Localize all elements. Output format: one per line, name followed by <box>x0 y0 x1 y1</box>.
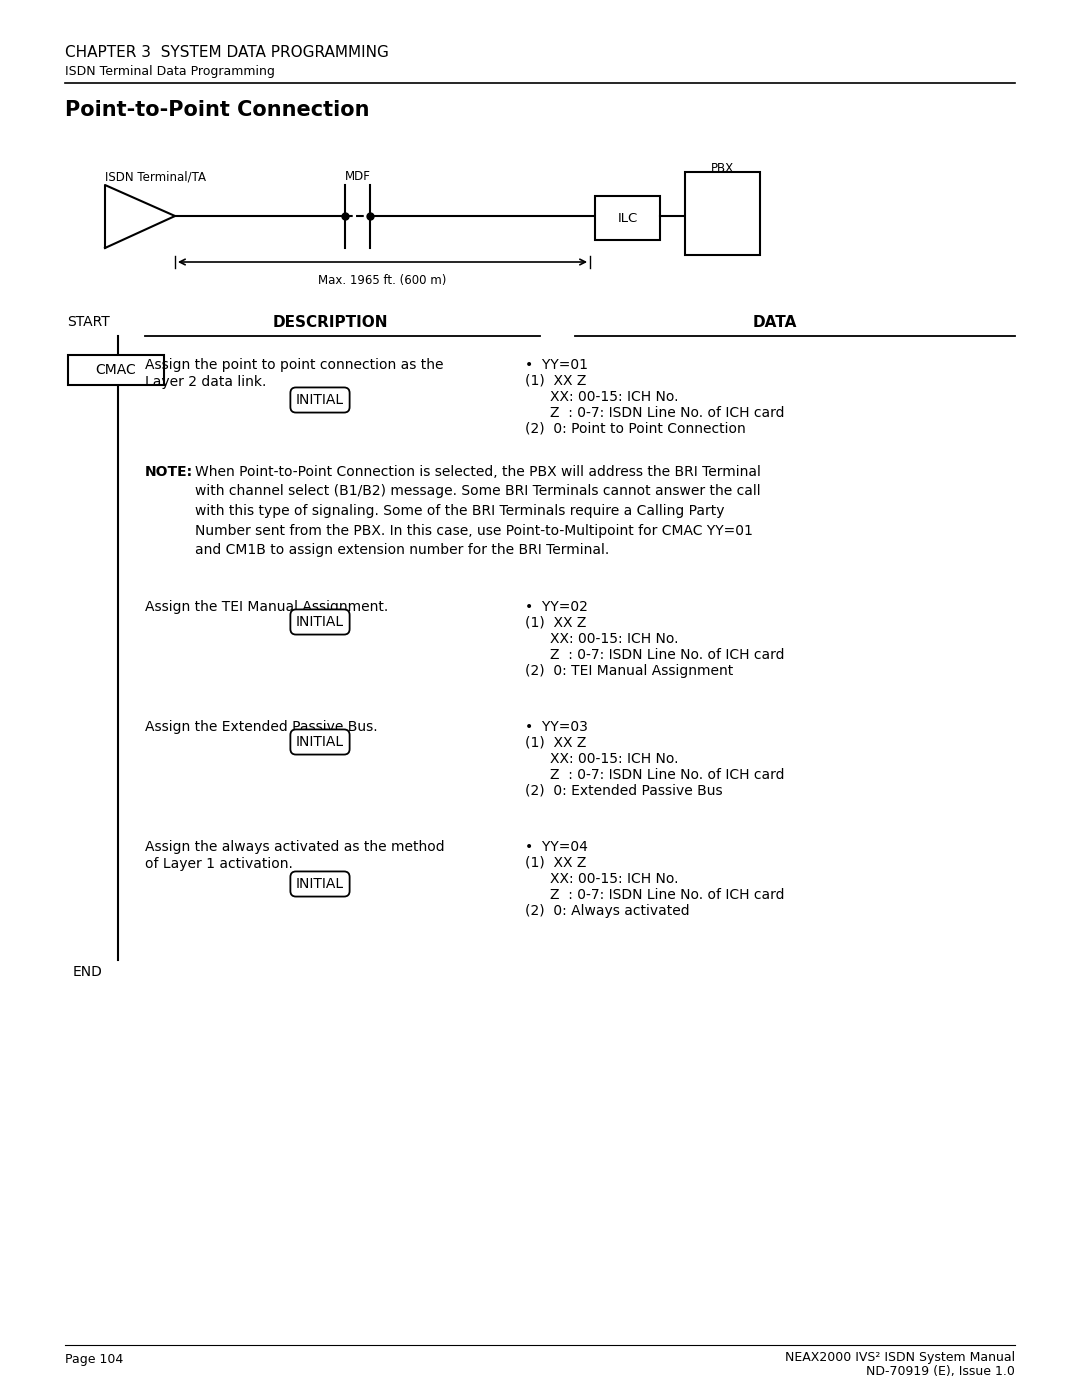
Text: Assign the Extended Passive Bus.: Assign the Extended Passive Bus. <box>145 719 378 733</box>
Text: MDF: MDF <box>345 170 370 183</box>
Text: Layer 2 data link.: Layer 2 data link. <box>145 374 267 388</box>
Text: INITIAL: INITIAL <box>296 393 345 407</box>
Text: START: START <box>67 314 109 330</box>
Text: ISDN Terminal/TA: ISDN Terminal/TA <box>105 170 206 183</box>
Text: (1)  XX Z: (1) XX Z <box>525 374 586 388</box>
Text: DESCRIPTION: DESCRIPTION <box>272 314 388 330</box>
Text: CHAPTER 3  SYSTEM DATA PROGRAMMING: CHAPTER 3 SYSTEM DATA PROGRAMMING <box>65 45 389 60</box>
Text: of Layer 1 activation.: of Layer 1 activation. <box>145 856 293 870</box>
Text: DATA: DATA <box>753 314 797 330</box>
Text: Assign the TEI Manual Assignment.: Assign the TEI Manual Assignment. <box>145 599 388 615</box>
Bar <box>595 196 660 240</box>
Text: Page 104: Page 104 <box>65 1354 123 1366</box>
Text: INITIAL: INITIAL <box>296 393 345 407</box>
Text: INITIAL: INITIAL <box>296 735 345 749</box>
Text: XX: 00-15: ICH No.: XX: 00-15: ICH No. <box>550 872 678 886</box>
Text: (1)  XX Z: (1) XX Z <box>525 616 586 630</box>
Text: ILC: ILC <box>618 211 637 225</box>
Polygon shape <box>105 184 175 249</box>
Text: (1)  XX Z: (1) XX Z <box>525 736 586 750</box>
Text: (2)  0: TEI Manual Assignment: (2) 0: TEI Manual Assignment <box>525 664 733 678</box>
Text: XX: 00-15: ICH No.: XX: 00-15: ICH No. <box>550 752 678 766</box>
Text: •  YY=02: • YY=02 <box>525 599 588 615</box>
Text: •  YY=04: • YY=04 <box>525 840 588 854</box>
Text: When Point-to-Point Connection is selected, the PBX will address the BRI Termina: When Point-to-Point Connection is select… <box>195 465 761 557</box>
Text: •  YY=01: • YY=01 <box>525 358 588 372</box>
Text: NEAX2000 IVS² ISDN System Manual: NEAX2000 IVS² ISDN System Manual <box>785 1351 1015 1363</box>
Text: Max. 1965 ft. (600 m): Max. 1965 ft. (600 m) <box>319 274 447 286</box>
Text: INITIAL: INITIAL <box>296 877 345 891</box>
Text: XX: 00-15: ICH No.: XX: 00-15: ICH No. <box>550 631 678 645</box>
Text: INITIAL: INITIAL <box>296 615 345 629</box>
Text: Z  : 0-7: ISDN Line No. of ICH card: Z : 0-7: ISDN Line No. of ICH card <box>550 888 784 902</box>
Text: Z  : 0-7: ISDN Line No. of ICH card: Z : 0-7: ISDN Line No. of ICH card <box>550 648 784 662</box>
Text: (2)  0: Extended Passive Bus: (2) 0: Extended Passive Bus <box>525 784 723 798</box>
Text: CMAC: CMAC <box>96 363 136 377</box>
Text: END: END <box>73 965 103 979</box>
Text: (1)  XX Z: (1) XX Z <box>525 856 586 870</box>
Bar <box>68 355 164 386</box>
Text: Assign the always activated as the method: Assign the always activated as the metho… <box>145 840 445 854</box>
Text: Z  : 0-7: ISDN Line No. of ICH card: Z : 0-7: ISDN Line No. of ICH card <box>550 407 784 420</box>
Text: (2)  0: Always activated: (2) 0: Always activated <box>525 904 690 918</box>
Text: Z  : 0-7: ISDN Line No. of ICH card: Z : 0-7: ISDN Line No. of ICH card <box>550 768 784 782</box>
Text: Assign the point to point connection as the: Assign the point to point connection as … <box>145 358 444 372</box>
Text: ISDN Terminal Data Programming: ISDN Terminal Data Programming <box>65 66 275 78</box>
Text: Point-to-Point Connection: Point-to-Point Connection <box>65 101 369 120</box>
Bar <box>685 172 760 256</box>
Text: XX: 00-15: ICH No.: XX: 00-15: ICH No. <box>550 390 678 404</box>
Text: NOTE:: NOTE: <box>145 465 193 479</box>
Text: •  YY=03: • YY=03 <box>525 719 588 733</box>
Text: PBX: PBX <box>711 162 733 175</box>
Text: ND-70919 (E), Issue 1.0: ND-70919 (E), Issue 1.0 <box>866 1365 1015 1377</box>
Text: (2)  0: Point to Point Connection: (2) 0: Point to Point Connection <box>525 422 746 436</box>
